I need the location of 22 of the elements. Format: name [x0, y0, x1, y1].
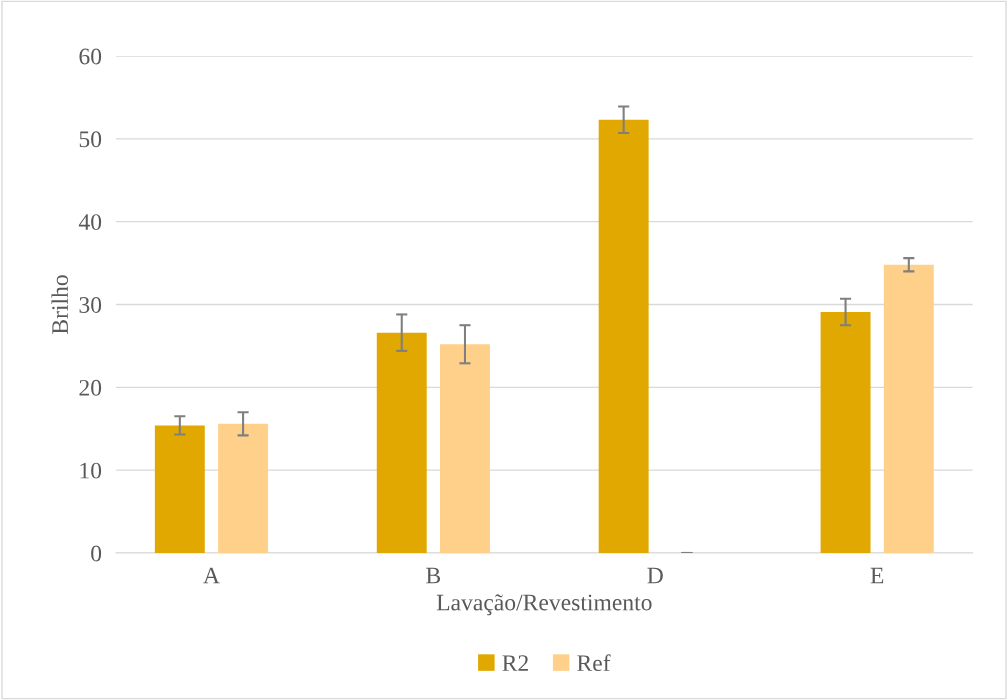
bar — [883, 264, 934, 553]
y-tick-label: 30 — [79, 296, 102, 313]
legend-label: Ref — [577, 654, 611, 672]
y-tick-label: 20 — [79, 379, 102, 396]
y-tick-label: 0 — [91, 545, 102, 562]
bar — [440, 344, 490, 553]
y-axis-title: Brilho — [51, 275, 69, 334]
x-tick-label: B — [426, 567, 441, 584]
x-tick-label: D — [647, 567, 663, 584]
legend-label: R2 — [502, 655, 528, 671]
bar — [154, 425, 205, 553]
x-axis-title: Lavação/Revestimento — [436, 594, 652, 616]
bar — [376, 332, 427, 553]
y-tick-label: 50 — [79, 131, 102, 148]
bar — [598, 119, 649, 553]
x-tick-label: E — [870, 567, 884, 584]
y-tick-label: 10 — [80, 462, 102, 479]
y-tick-label: 60 — [79, 48, 102, 65]
bar — [820, 311, 871, 553]
y-tick-label: 40 — [78, 214, 102, 231]
x-tick-label: A — [203, 567, 220, 584]
bar — [218, 423, 269, 553]
